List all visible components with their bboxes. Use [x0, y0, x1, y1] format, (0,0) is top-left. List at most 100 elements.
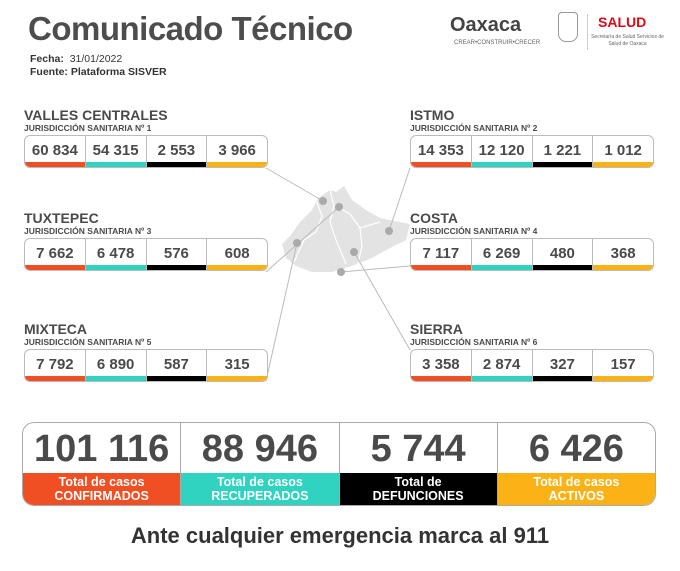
recovered-cell: 6 890	[85, 350, 147, 381]
confirmed-value: 7 662	[36, 245, 74, 262]
region-stats: 3 358 2 874 327 157	[410, 349, 654, 382]
oaxaca-tagline: CREAR•CONSTRUIR•CRECER	[454, 40, 541, 46]
deaths-cell: 480	[532, 239, 594, 270]
active-cell: 315	[207, 350, 267, 381]
region-borders	[293, 189, 381, 265]
region-name: TUXTEPEC	[24, 210, 99, 226]
region-stats: 14 353 12 120 1 221 1 012	[410, 135, 654, 168]
recovered-cell: 12 120	[471, 136, 533, 167]
recovered-value: 6 890	[96, 356, 135, 373]
deaths-value: 576	[163, 245, 189, 262]
page-title: Comunicado Técnico	[28, 10, 353, 47]
region-istmo: ISTMO JURISDICCIÓN SANITARIA Nº 2 14 353…	[410, 108, 654, 168]
active-value: 1 012	[604, 142, 642, 159]
totals-panel: 101 116 Total de casos CONFIRMADOS 88 946…	[22, 422, 656, 506]
deaths-value: 1 221	[543, 142, 582, 159]
region-subtitle: JURISDICCIÓN SANITARIA Nº 5	[24, 337, 152, 347]
active-value: 608	[224, 245, 250, 262]
source-label: Fuente:	[30, 66, 68, 78]
region-subtitle: JURISDICCIÓN SANITARIA Nº 6	[410, 337, 538, 347]
salud-logo: SALUD	[598, 14, 647, 30]
label-line1: Total de casos	[58, 475, 145, 489]
label-line2: RECUPERADOS	[211, 489, 309, 503]
total-label: Total de DEFUNCIONES	[339, 473, 497, 505]
total-label: Total de casos ACTIVOS	[497, 473, 655, 505]
recovered-value: 2 874	[482, 356, 521, 373]
total-label: Total de casos CONFIRMADOS	[23, 473, 181, 505]
divider	[587, 14, 588, 50]
confirmed-value: 14 353	[417, 142, 464, 159]
active-cell: 1 012	[593, 136, 653, 167]
total-value: 6 426	[528, 428, 624, 470]
region-dots	[293, 197, 393, 276]
label-line2: CONFIRMADOS	[54, 489, 149, 503]
confirmed-value: 3 358	[422, 356, 460, 373]
label-line1: Total de casos	[533, 475, 620, 489]
region-subtitle: JURISDICCIÓN SANITARIA Nº 1	[24, 123, 152, 133]
region-subtitle: JURISDICCIÓN SANITARIA Nº 3	[24, 226, 152, 236]
confirmed-value: 7 792	[36, 356, 74, 373]
salud-subtitle: Secretaría de Salud Servicios de Salud d…	[591, 34, 664, 47]
total-label: Total de casos RECUPERADOS	[181, 473, 339, 505]
total-active: 6 426 Total de casos ACTIVOS	[497, 423, 655, 505]
deaths-cell: 587	[146, 350, 208, 381]
confirmed-cell: 7 117	[411, 239, 472, 270]
confirmed-cell: 3 358	[411, 350, 472, 381]
date-line: Fecha: 31/01/2022	[30, 53, 122, 65]
label-line1: Total de casos	[216, 475, 303, 489]
active-cell: 368	[593, 239, 653, 270]
label-line2: ACTIVOS	[548, 489, 605, 503]
total-value: 5 744	[370, 428, 466, 470]
label-line1: Total de	[394, 475, 442, 489]
label-line2: DEFUNCIONES	[372, 489, 464, 503]
connector-lines	[265, 167, 411, 382]
total-value: 88 946	[201, 428, 318, 470]
confirmed-value: 60 834	[31, 142, 78, 159]
source-value: Plataforma SISVER	[70, 66, 167, 78]
total-deaths: 5 744 Total de DEFUNCIONES	[339, 423, 498, 505]
region-name: ISTMO	[410, 107, 455, 123]
region-costa: COSTA JURISDICCIÓN SANITARIA Nº 4 7 117 …	[410, 211, 654, 271]
deaths-cell: 2 553	[146, 136, 208, 167]
deaths-cell: 576	[146, 239, 208, 270]
total-value: 101 116	[33, 428, 170, 470]
recovered-cell: 6 478	[85, 239, 147, 270]
active-value: 368	[610, 245, 636, 262]
region-stats: 7 792 6 890 587 315	[24, 349, 268, 382]
oaxaca-logo: Oaxaca	[450, 14, 522, 36]
active-cell: 608	[207, 239, 267, 270]
region-sierra: SIERRA JURISDICCIÓN SANITARIA Nº 6 3 358…	[410, 322, 654, 382]
region-name: COSTA	[410, 210, 458, 226]
date-value: 31/01/2022	[69, 53, 123, 65]
active-value: 3 966	[218, 142, 256, 159]
region-name: MIXTECA	[24, 321, 87, 337]
region-stats: 7 662 6 478 576 608	[24, 238, 268, 271]
logos: Oaxaca CREAR•CONSTRUIR•CRECER SALUD Secr…	[450, 10, 670, 55]
deaths-value: 2 553	[157, 142, 196, 159]
recovered-cell: 54 315	[85, 136, 147, 167]
region-mixteca: MIXTECA JURISDICCIÓN SANITARIA Nº 5 7 79…	[24, 322, 268, 382]
recovered-cell: 6 269	[471, 239, 533, 270]
deaths-value: 480	[549, 245, 575, 262]
region-tuxtepec: TUXTEPEC JURISDICCIÓN SANITARIA Nº 3 7 6…	[24, 211, 268, 271]
confirmed-cell: 14 353	[411, 136, 472, 167]
region-valles-centrales: VALLES CENTRALES JURISDICCIÓN SANITARIA …	[24, 108, 268, 168]
recovered-value: 6 478	[96, 245, 135, 262]
confirmed-cell: 60 834	[25, 136, 86, 167]
region-name: SIERRA	[410, 321, 463, 337]
region-stats: 7 117 6 269 480 368	[410, 238, 654, 271]
deaths-value: 327	[549, 356, 575, 373]
state-map-shape	[282, 186, 410, 272]
total-recovered: 88 946 Total de casos RECUPERADOS	[181, 423, 340, 505]
confirmed-value: 7 117	[422, 245, 460, 262]
confirmed-cell: 7 792	[25, 350, 86, 381]
recovered-value: 54 315	[92, 142, 139, 159]
recovered-cell: 2 874	[471, 350, 533, 381]
state-seal-icon	[558, 12, 578, 42]
date-label: Fecha:	[30, 53, 64, 65]
region-stats: 60 834 54 315 2 553 3 966	[24, 135, 268, 168]
deaths-value: 587	[163, 356, 189, 373]
region-subtitle: JURISDICCIÓN SANITARIA Nº 2	[410, 123, 538, 133]
region-name: VALLES CENTRALES	[24, 107, 168, 123]
